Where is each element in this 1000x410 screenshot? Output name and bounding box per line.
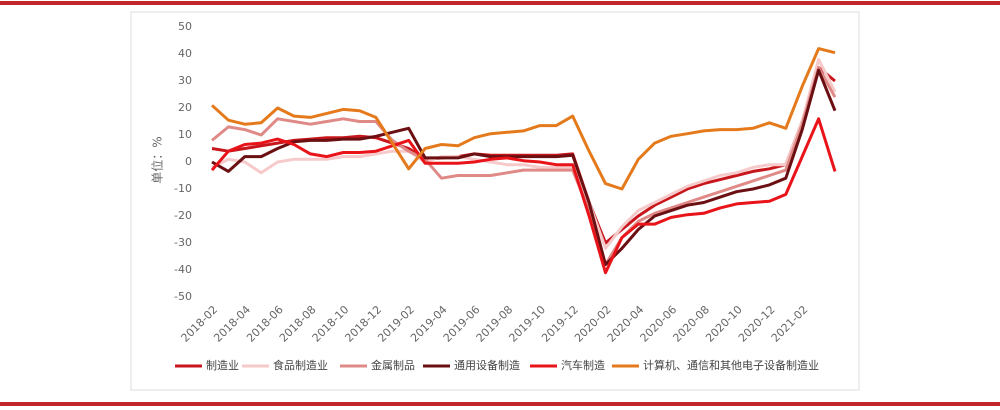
legend-label: 金属制品	[371, 358, 415, 372]
legend-label: 计算机、通信和其他电子设备制造业	[643, 358, 819, 372]
y-tick-label: 20	[178, 101, 192, 114]
x-tick-label: 2021-02	[769, 303, 811, 345]
y-axis-title: 单位：%	[150, 136, 165, 183]
y-tick-label: -50	[174, 290, 192, 303]
legend-label: 通用设备制造	[454, 358, 520, 372]
y-tick-label: 30	[178, 74, 192, 87]
y-tick-label: 10	[178, 128, 192, 141]
plot-frame	[130, 11, 860, 391]
y-tick-label: 40	[178, 47, 192, 60]
y-tick-label: -40	[174, 263, 192, 276]
series-line	[211, 66, 837, 267]
bottom-rule	[0, 402, 1000, 406]
series-line	[211, 68, 837, 267]
top-rule	[0, 1, 1000, 5]
legend-label: 汽车制造	[561, 358, 605, 372]
series-line	[210, 117, 837, 275]
y-tick-label: 50	[178, 20, 192, 33]
y-tick-label: 0	[185, 155, 192, 168]
y-tick-label: -10	[174, 182, 192, 195]
y-tick-label: -20	[174, 209, 192, 222]
series-line	[211, 57, 837, 250]
legend-label: 食品制造业	[273, 358, 328, 372]
legend-label: 制造业	[206, 358, 239, 372]
series-line	[210, 47, 836, 191]
y-tick-label: -30	[174, 236, 192, 249]
